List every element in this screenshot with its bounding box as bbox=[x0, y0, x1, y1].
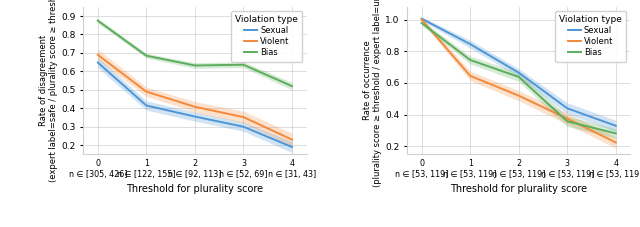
Violent bbox=[612, 141, 620, 144]
Legend: Sexual, Violent, Bias: Sexual, Violent, Bias bbox=[231, 11, 302, 62]
Bias bbox=[191, 64, 198, 67]
Violent bbox=[467, 74, 474, 77]
Line: Violent: Violent bbox=[422, 20, 616, 143]
Line: Bias: Bias bbox=[422, 23, 616, 133]
Bias bbox=[467, 59, 474, 61]
Sexual bbox=[239, 125, 247, 128]
Sexual bbox=[143, 104, 150, 107]
Sexual bbox=[288, 146, 296, 148]
Violent bbox=[143, 90, 150, 93]
Y-axis label: Rate of occurrence
(plurality score ≥ threshold / expert label=unsafe): Rate of occurrence (plurality score ≥ th… bbox=[363, 0, 382, 187]
Sexual bbox=[418, 17, 426, 20]
Bias bbox=[515, 76, 523, 78]
Sexual bbox=[563, 107, 571, 110]
Bias bbox=[94, 19, 102, 22]
Line: Sexual: Sexual bbox=[422, 19, 616, 126]
Bias bbox=[563, 120, 571, 123]
Violent bbox=[94, 53, 102, 56]
Sexual bbox=[467, 43, 474, 45]
Violent bbox=[288, 138, 296, 141]
Bias bbox=[239, 63, 247, 66]
Line: Bias: Bias bbox=[98, 21, 292, 86]
Bias bbox=[612, 132, 620, 135]
Bias bbox=[418, 22, 426, 24]
Bias bbox=[143, 54, 150, 57]
Violent bbox=[515, 94, 523, 97]
Bias bbox=[288, 85, 296, 87]
Sexual bbox=[515, 71, 523, 74]
Violent bbox=[191, 105, 198, 108]
X-axis label: Threshold for plurality score: Threshold for plurality score bbox=[450, 184, 588, 194]
Violent bbox=[563, 117, 571, 120]
Line: Violent: Violent bbox=[98, 55, 292, 140]
Sexual bbox=[191, 115, 198, 118]
Sexual bbox=[612, 124, 620, 127]
X-axis label: Threshold for plurality score: Threshold for plurality score bbox=[126, 184, 264, 194]
Violent bbox=[418, 18, 426, 21]
Legend: Sexual, Violent, Bias: Sexual, Violent, Bias bbox=[555, 11, 626, 62]
Violent bbox=[239, 116, 247, 118]
Sexual bbox=[94, 61, 102, 64]
Y-axis label: Rate of disagreement
(expert label=safe / plurality score ≥ threshold): Rate of disagreement (expert label=safe … bbox=[39, 0, 58, 182]
Line: Sexual: Sexual bbox=[98, 62, 292, 147]
